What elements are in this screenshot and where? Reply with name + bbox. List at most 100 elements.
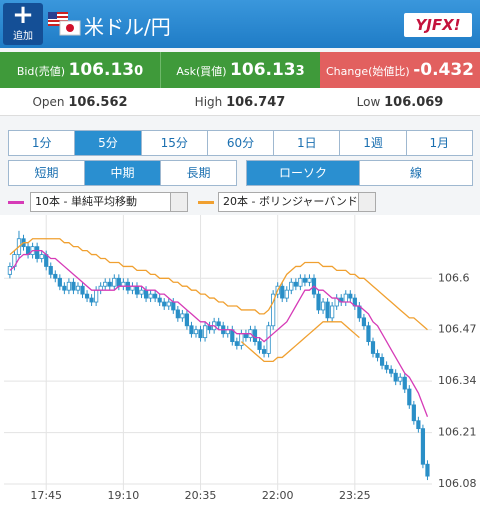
- candle-body: [393, 372, 398, 382]
- tab[interactable]: 1週: [339, 130, 407, 156]
- open-value: 106.562: [68, 95, 128, 110]
- candle-body: [271, 293, 276, 327]
- bid-pip: 0: [134, 64, 144, 79]
- candle-body: [198, 329, 203, 339]
- candle-body: [261, 349, 267, 354]
- tab[interactable]: 中期: [84, 160, 161, 186]
- tab[interactable]: 5分: [74, 130, 142, 156]
- change-value: -0.432: [413, 60, 475, 80]
- indicator-line: [9, 249, 429, 417]
- ask-pip: 3: [295, 64, 305, 79]
- pair-name: 米ドル/円: [84, 15, 171, 39]
- add-label: 追加: [13, 31, 33, 42]
- x-tick-label: 17:45: [30, 489, 62, 502]
- y-tick-label: 106.6: [438, 271, 470, 284]
- candle-body: [407, 388, 412, 406]
- candle-body: [348, 293, 353, 299]
- low-value: 106.069: [384, 95, 444, 110]
- tab[interactable]: 15分: [140, 130, 208, 156]
- tab[interactable]: 線: [359, 160, 473, 186]
- candle-body: [80, 285, 85, 295]
- candle-body: [112, 277, 117, 287]
- candle-body: [189, 325, 194, 335]
- candle-body: [293, 281, 298, 287]
- candle-body: [280, 285, 285, 299]
- candle-body: [53, 273, 58, 279]
- dropdown-arrow: [170, 193, 187, 211]
- candle-body: [89, 297, 94, 303]
- tab[interactable]: 60分: [206, 130, 275, 156]
- candle-body: [252, 329, 258, 342]
- candle-body: [389, 368, 394, 374]
- x-tick-label: 22:00: [262, 489, 294, 502]
- candle-body: [330, 305, 335, 319]
- x-tick-label: 20:35: [185, 489, 217, 502]
- candle-body: [370, 341, 376, 354]
- y-tick-label: 106.08: [438, 477, 477, 490]
- candle-body: [239, 333, 244, 346]
- candle-body: [48, 266, 53, 275]
- candle-body: [289, 281, 294, 291]
- candle-body: [375, 353, 380, 358]
- header: + 追加 米ドル/円 YJFX!: [0, 0, 480, 48]
- indicator-select[interactable]: 10本 - 単純平均移動: [30, 192, 188, 212]
- indicator-select[interactable]: 20本 - ボリンジャーバンド+1: [218, 192, 376, 212]
- candle-body: [379, 357, 385, 366]
- flags: [48, 12, 81, 36]
- y-tick-label: 106.21: [438, 426, 477, 439]
- candle-body: [425, 463, 430, 477]
- bid-cell: Bid(売値) 106.130: [0, 52, 160, 88]
- candle-body: [57, 277, 62, 287]
- tab[interactable]: 1月: [405, 130, 473, 156]
- y-tick-label: 106.34: [438, 374, 477, 387]
- x-tick-label: 23:25: [339, 489, 371, 502]
- low-label: Low: [356, 95, 381, 109]
- add-button[interactable]: + 追加: [3, 2, 43, 45]
- candle-body: [71, 281, 76, 291]
- ask-cell: Ask(買値) 106.133: [160, 52, 320, 88]
- candle-body: [162, 301, 167, 307]
- candle-body: [320, 301, 326, 311]
- candle-body: [134, 285, 140, 295]
- legend-label: 20本 - ボリンジャーバンド+1: [223, 195, 375, 208]
- bid-label: Bid(売値): [16, 65, 65, 78]
- high-label: High: [194, 95, 223, 109]
- candle-body: [39, 254, 44, 259]
- candle-body: [103, 281, 108, 287]
- candle-body: [75, 285, 81, 291]
- candle-body: [143, 289, 149, 299]
- candle-body: [316, 293, 321, 311]
- candle-body: [266, 325, 271, 354]
- candle-body: [116, 277, 121, 287]
- candle-body: [66, 281, 72, 291]
- candle-body: [234, 341, 239, 346]
- candle-body: [139, 289, 144, 295]
- open-cell: Open 106.562: [0, 88, 160, 116]
- ask-value: 106.13: [230, 60, 296, 80]
- tab[interactable]: 長期: [160, 160, 237, 186]
- indicator-line: [240, 321, 360, 363]
- candle-body: [148, 293, 153, 299]
- candle-body: [307, 277, 312, 283]
- candle-body: [302, 277, 308, 283]
- candle-body: [202, 325, 208, 339]
- candle-body: [184, 313, 190, 327]
- high-value: 106.747: [226, 95, 286, 110]
- indicator-line: [9, 238, 428, 331]
- candle-body: [166, 301, 171, 307]
- tab[interactable]: 1日: [273, 130, 341, 156]
- candle-body: [325, 301, 330, 319]
- candle-body: [420, 428, 426, 465]
- bid-value: 106.13: [68, 60, 135, 80]
- candle-body: [180, 313, 185, 319]
- candle-body: [7, 266, 13, 275]
- legend-swatch: [198, 201, 214, 204]
- candle-body: [175, 309, 180, 319]
- low-cell: Low 106.069: [320, 88, 480, 116]
- tab[interactable]: 短期: [8, 160, 85, 186]
- tab[interactable]: ローソク: [246, 160, 360, 186]
- candle-body: [384, 364, 389, 370]
- tab[interactable]: 1分: [8, 130, 76, 156]
- candle-body: [193, 329, 199, 335]
- candle-body: [361, 317, 367, 327]
